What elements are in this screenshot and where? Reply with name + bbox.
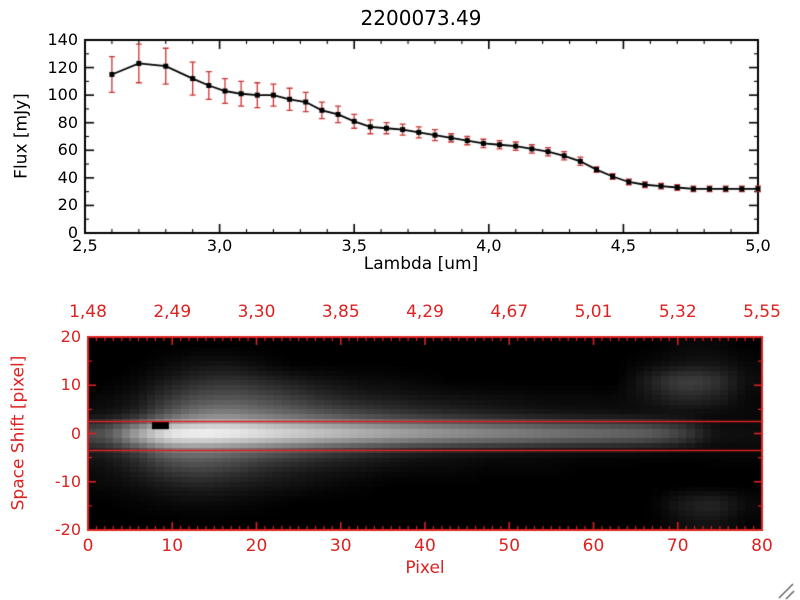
flux-axis-label: Flux [mJy] [11, 93, 32, 179]
lambda-tick-label: 5,0 [745, 236, 771, 255]
wavelength-top-tick-label: 3,30 [237, 302, 276, 322]
wavelength-top-tick-label: 5,32 [658, 302, 697, 322]
pixel-tick-label: 30 [329, 536, 352, 556]
lambda-axis-label: Lambda [um] [363, 254, 479, 274]
wavelength-top-tick-label: 5,55 [743, 302, 781, 322]
wavelength-top-tick-label: 2,49 [153, 302, 192, 322]
space-shift-tick-label: 10 [60, 375, 81, 395]
wavelength-top-tick-label: 3,85 [321, 302, 360, 322]
pixel-tick-label: 20 [245, 536, 268, 556]
pixel-tick-label: 70 [666, 536, 689, 556]
wavelength-top-tick-label: 4,67 [490, 302, 529, 322]
space-shift-axis-label: Space Shift [pixel] [8, 355, 29, 511]
flux-tick-label: 60 [57, 140, 78, 160]
pixel-tick-label: 0 [82, 536, 94, 556]
space-shift-tick-label: -10 [54, 471, 81, 491]
lambda-tick-label: 3,5 [341, 236, 367, 255]
flux-tick-label: 40 [57, 167, 78, 187]
wavelength-top-tick-label: 5,01 [574, 302, 613, 322]
flux-tick-label: 0 [67, 223, 78, 242]
flux-tick-label: 100 [47, 85, 78, 105]
pixel-tick-label: 60 [582, 536, 605, 556]
space-shift-tick-label: 20 [60, 327, 81, 346]
pixel-tick-label: 50 [498, 536, 521, 556]
lambda-tick-label: 2,5 [72, 236, 98, 255]
pixel-tick-label: 10 [161, 536, 184, 556]
pixel-axis-label: Pixel [405, 558, 445, 578]
space-shift-tick-label: -20 [54, 520, 81, 539]
lambda-tick-label: 3,0 [206, 236, 233, 255]
pixel-tick-label: 80 [751, 536, 773, 556]
flux-tick-label: 20 [57, 195, 78, 215]
flux-tick-label: 140 [47, 30, 78, 49]
wavelength-top-tick-label: 1,48 [69, 302, 107, 322]
lambda-tick-label: 4,5 [610, 236, 637, 255]
flux-tick-label: 80 [57, 112, 78, 132]
flux-tick-label: 120 [47, 57, 78, 77]
lambda-tick-label: 4,0 [476, 236, 502, 255]
pixel-tick-label: 40 [414, 536, 436, 556]
chart-title: 2200073.49 [360, 6, 482, 30]
space-shift-tick-label: 0 [70, 423, 81, 443]
wavelength-top-tick-label: 4,29 [406, 302, 444, 322]
